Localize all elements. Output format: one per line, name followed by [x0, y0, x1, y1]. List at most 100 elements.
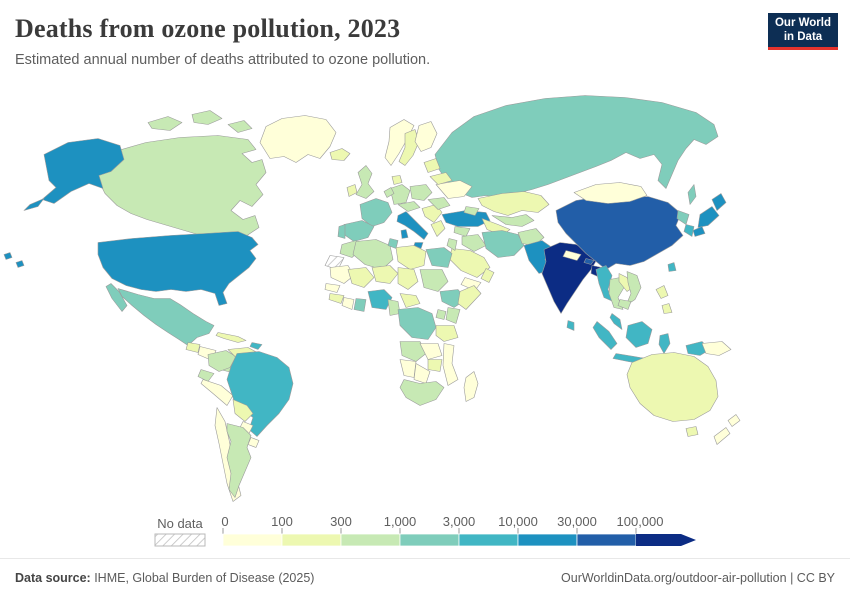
country-peru[interactable]	[200, 379, 234, 406]
country-benelux[interactable]	[383, 187, 395, 198]
country-somalia[interactable]	[457, 285, 482, 310]
country-ireland[interactable]	[346, 184, 358, 197]
country-cote-divoire[interactable]	[341, 297, 355, 310]
country-russia[interactable]	[434, 95, 719, 198]
country-portugal[interactable]	[337, 224, 346, 239]
legend-no-data-swatch[interactable]	[154, 533, 206, 547]
country-denmark[interactable]	[391, 175, 403, 185]
country-ghana[interactable]	[353, 298, 367, 312]
country-egypt[interactable]	[425, 247, 453, 268]
country-zimbabwe[interactable]	[427, 359, 443, 372]
country-niger[interactable]	[371, 265, 399, 284]
country-cuba[interactable]	[215, 332, 247, 343]
country-indonesia-sulawesi[interactable]	[658, 333, 671, 354]
legend-bin-3[interactable]	[340, 533, 401, 547]
country-usa[interactable]	[97, 231, 259, 306]
country-guinea[interactable]	[328, 293, 345, 304]
country-japan-kyushu[interactable]	[692, 226, 706, 237]
country-iceland[interactable]	[329, 148, 351, 161]
country-usa-aleutians[interactable]	[23, 198, 45, 211]
country-romania[interactable]	[427, 197, 451, 210]
country-car[interactable]	[399, 293, 421, 308]
legend-bin-6[interactable]	[517, 533, 578, 547]
country-greece[interactable]	[430, 220, 446, 237]
country-kenya[interactable]	[445, 307, 461, 324]
country-mali[interactable]	[347, 267, 375, 288]
country-mexico[interactable]	[117, 288, 215, 346]
country-algeria[interactable]	[352, 239, 394, 270]
country-japan-honshu[interactable]	[697, 206, 720, 228]
country-taiwan[interactable]	[667, 262, 677, 272]
country-tanzania[interactable]	[435, 325, 459, 342]
country-senegal[interactable]	[324, 283, 341, 293]
country-caucasus[interactable]	[463, 206, 480, 216]
owid-logo[interactable]: Our World in Data	[768, 13, 838, 50]
country-syria[interactable]	[453, 226, 471, 237]
country-ecuador[interactable]	[197, 369, 215, 382]
country-brazil[interactable]	[226, 351, 294, 437]
country-ukraine[interactable]	[435, 180, 473, 199]
country-south-korea[interactable]	[683, 224, 695, 237]
country-italy-sardinia[interactable]	[400, 229, 409, 239]
country-angola[interactable]	[399, 341, 427, 362]
country-chad[interactable]	[397, 267, 419, 290]
country-greenland[interactable]	[259, 115, 337, 163]
country-philippines-mindanao[interactable]	[661, 303, 673, 314]
country-libya[interactable]	[395, 245, 427, 270]
country-oman[interactable]	[480, 268, 495, 283]
country-austria[interactable]	[397, 201, 421, 212]
country-kazakhstan[interactable]	[477, 191, 550, 216]
country-bhutan[interactable]	[583, 258, 595, 265]
country-zambia[interactable]	[419, 343, 443, 360]
country-uk[interactable]	[355, 165, 375, 199]
country-nepal[interactable]	[562, 250, 582, 261]
country-drc[interactable]	[397, 307, 437, 340]
country-germany[interactable]	[389, 184, 411, 205]
legend-bin-1[interactable]	[222, 533, 283, 547]
country-sri-lanka[interactable]	[566, 320, 575, 331]
country-iran[interactable]	[481, 230, 525, 258]
legend-bin-7[interactable]	[576, 533, 637, 547]
country-madagascar[interactable]	[463, 371, 479, 402]
country-usa-hawaii2[interactable]	[15, 260, 25, 268]
country-canada-arctic1[interactable]	[147, 116, 183, 131]
country-mongolia[interactable]	[573, 182, 648, 204]
country-borneo[interactable]	[625, 321, 653, 348]
country-sweden[interactable]	[398, 129, 420, 166]
country-baltics[interactable]	[423, 158, 441, 173]
country-canada-arctic3[interactable]	[227, 120, 253, 133]
legend-bin-2[interactable]	[281, 533, 342, 547]
footer-url-link[interactable]: OurWorldinData.org/outdoor-air-pollution	[561, 571, 787, 585]
country-indonesia-sumatra[interactable]	[592, 321, 618, 350]
world-choropleth-map[interactable]	[0, 90, 850, 515]
country-norway[interactable]	[384, 119, 415, 166]
country-hispaniola[interactable]	[249, 342, 263, 350]
country-south-africa[interactable]	[399, 379, 445, 406]
country-usa-alaska[interactable]	[41, 138, 125, 204]
country-russia-sakhalin[interactable]	[687, 184, 697, 205]
country-jordan[interactable]	[446, 238, 458, 251]
country-iraq[interactable]	[461, 234, 487, 252]
country-mozambique[interactable]	[442, 343, 459, 386]
country-france[interactable]	[359, 198, 393, 227]
country-uzbekistan[interactable]	[491, 214, 535, 227]
country-saudi-arabia[interactable]	[448, 248, 491, 278]
country-canada-arctic2[interactable]	[191, 110, 223, 125]
country-poland[interactable]	[409, 184, 433, 201]
country-botswana[interactable]	[413, 363, 431, 384]
legend-bin-8-arrow[interactable]	[636, 534, 696, 546]
footer-source[interactable]: Data source: IHME, Global Burden of Dise…	[15, 571, 314, 600]
country-italy-sicily[interactable]	[413, 242, 424, 249]
country-new-zealand-south[interactable]	[713, 427, 731, 445]
country-cambodia[interactable]	[617, 299, 632, 310]
country-belarus[interactable]	[429, 172, 453, 185]
country-malaysia[interactable]	[609, 313, 623, 330]
country-japan-hokkaido[interactable]	[711, 193, 727, 211]
country-guatemala[interactable]	[185, 342, 201, 353]
country-new-zealand-north[interactable]	[727, 414, 741, 427]
country-colombia[interactable]	[207, 350, 237, 372]
country-uganda[interactable]	[435, 309, 447, 320]
country-finland[interactable]	[414, 121, 438, 152]
country-namibia[interactable]	[399, 359, 417, 378]
footer-license-link[interactable]: CC BY	[796, 571, 835, 585]
